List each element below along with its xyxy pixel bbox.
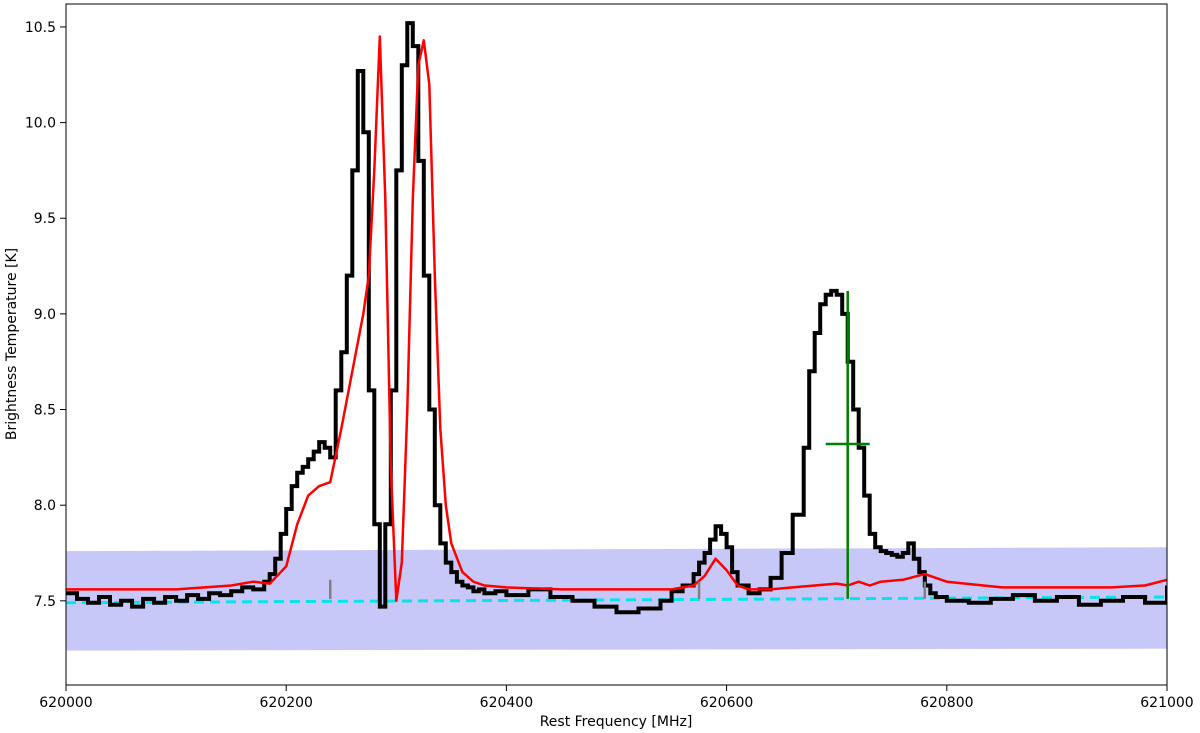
observed-spectrum	[66, 21, 1167, 615]
model-fit-line	[66, 35, 1167, 603]
y-tick-label: 9.5	[34, 211, 56, 227]
y-tick-label: 10.0	[25, 116, 56, 132]
line-markers	[328, 579, 927, 599]
x-tick-label: 620000	[39, 695, 92, 711]
x-axis-ticks: 620000 620200 620400 620600 620800 621000	[39, 685, 1194, 711]
y-axis-label: Brightness Temperature [K]	[4, 248, 20, 440]
y-tick-label: 7.5	[34, 594, 56, 610]
x-axis-label: Rest Frequency [MHz]	[540, 714, 693, 730]
observed-step-line	[66, 21, 1167, 615]
plot-frame	[65, 3, 1168, 686]
baseline-line	[66, 595, 1167, 605]
x-tick-label: 620200	[259, 695, 312, 711]
y-tick-label: 9.0	[34, 307, 56, 323]
y-tick-label: 8.0	[34, 498, 56, 514]
y-tick-label: 10.5	[25, 20, 56, 36]
x-tick-label: 621000	[1140, 695, 1193, 711]
linewidth-errorbar	[825, 290, 870, 599]
model-spectrum	[66, 35, 1167, 603]
y-tick-label: 8.5	[34, 403, 56, 419]
x-tick-label: 620600	[700, 695, 753, 711]
baseline-dashed	[66, 595, 1167, 605]
x-tick-label: 620400	[480, 695, 533, 711]
y-axis-ticks: 7.5 8.0 8.5 9.0 9.5 10.0 10.5	[25, 20, 66, 610]
x-tick-label: 620800	[920, 695, 973, 711]
